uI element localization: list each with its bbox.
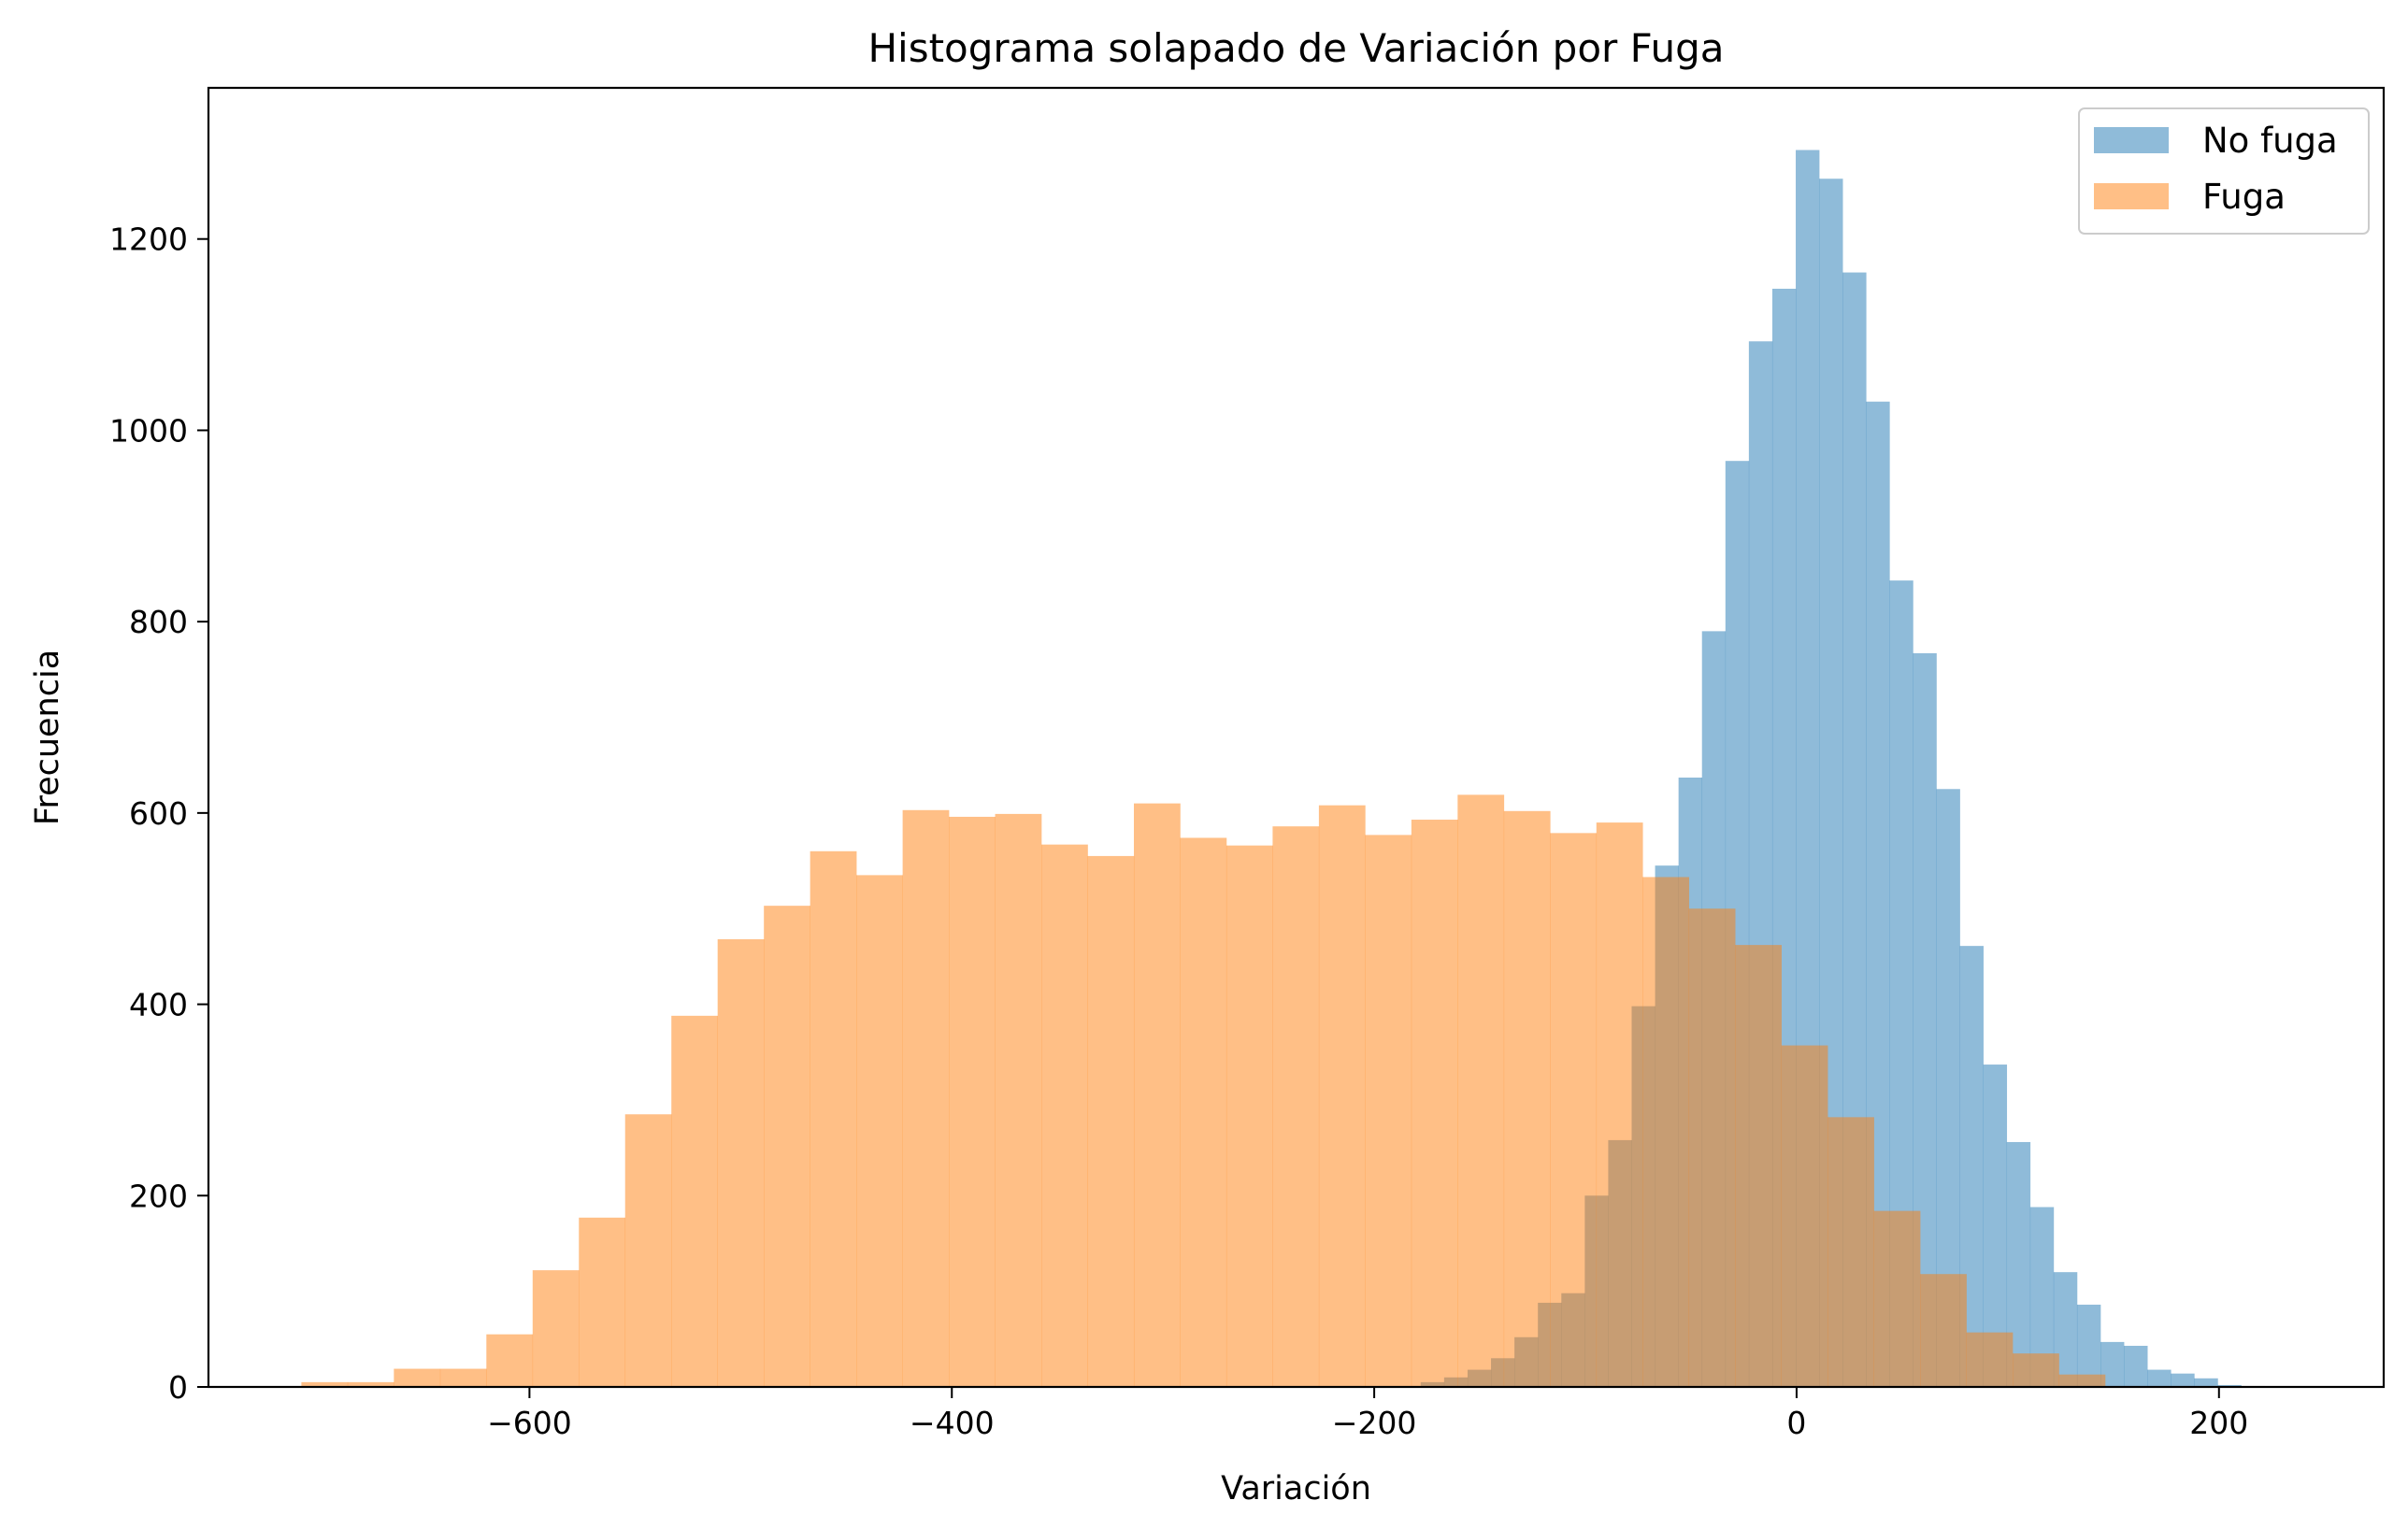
histogram-bar bbox=[1596, 822, 1643, 1387]
histogram-bar bbox=[394, 1368, 441, 1387]
histogram-bar bbox=[1920, 1274, 1967, 1387]
histogram-bar bbox=[1503, 810, 1551, 1387]
y-axis-ticks: 0 200 400 600 800 1000 1200 bbox=[109, 221, 208, 1406]
x-tick-label: 200 bbox=[2189, 1405, 2248, 1441]
histogram-bar bbox=[1966, 1332, 2014, 1387]
legend-swatch bbox=[2094, 183, 2169, 209]
histogram-bar bbox=[2076, 1304, 2101, 1387]
legend-label: Fuga bbox=[2202, 177, 2286, 217]
histogram-bar bbox=[995, 813, 1042, 1387]
histogram-bar bbox=[1180, 837, 1227, 1387]
histogram-bar bbox=[1457, 794, 1505, 1387]
x-axis-label: Variación bbox=[1221, 1470, 1371, 1508]
histogram-bar bbox=[2124, 1345, 2148, 1387]
x-tick-label: 0 bbox=[1786, 1405, 1806, 1441]
histogram-bar bbox=[439, 1368, 487, 1387]
histogram-bar bbox=[1781, 1045, 1828, 1387]
histogram-bar bbox=[1735, 945, 1782, 1387]
x-tick-label: −600 bbox=[487, 1405, 572, 1441]
y-tick-label: 0 bbox=[168, 1369, 188, 1406]
histogram-bar bbox=[2147, 1369, 2172, 1387]
histogram-bar bbox=[1365, 835, 1412, 1387]
y-tick-label: 1000 bbox=[109, 412, 188, 449]
histogram-bar bbox=[1272, 826, 1320, 1387]
histogram-bar bbox=[624, 1114, 672, 1387]
histogram-bar bbox=[1642, 877, 1690, 1387]
legend-label: No fuga bbox=[2202, 121, 2338, 161]
histogram-bar bbox=[2058, 1374, 2106, 1387]
histogram-bar bbox=[1411, 820, 1458, 1387]
y-tick-label: 600 bbox=[129, 795, 188, 832]
histogram-bar bbox=[856, 875, 903, 1387]
histogram-bar bbox=[2013, 1353, 2059, 1387]
histogram-bar bbox=[764, 906, 810, 1387]
histogram-bar bbox=[2171, 1373, 2195, 1387]
histogram-bar bbox=[902, 809, 950, 1387]
histogram-bar bbox=[1133, 803, 1181, 1387]
y-axis-label: Frecuencia bbox=[29, 650, 66, 825]
chart-title: Histograma solapado de Variación por Fug… bbox=[867, 25, 1724, 71]
histogram-bar bbox=[347, 1381, 394, 1387]
histogram-bar bbox=[2194, 1378, 2218, 1387]
histogram-bar bbox=[1318, 805, 1366, 1387]
x-axis-ticks: −600 −400 −200 0 200 bbox=[487, 1387, 2248, 1441]
histogram-bar bbox=[486, 1334, 534, 1387]
histogram-bar bbox=[717, 938, 765, 1387]
histogram-bar bbox=[1550, 833, 1598, 1387]
y-tick-label: 400 bbox=[129, 987, 188, 1023]
histogram-bar bbox=[1226, 845, 1273, 1387]
histogram-bar bbox=[1688, 908, 1736, 1387]
histogram-bar bbox=[949, 816, 996, 1387]
x-tick-label: −200 bbox=[1332, 1405, 1417, 1441]
histogram-bar bbox=[1041, 844, 1088, 1387]
histogram-bar bbox=[579, 1217, 626, 1387]
histogram-bar bbox=[1087, 855, 1135, 1387]
histogram-bar bbox=[671, 1015, 718, 1387]
legend: No fuga Fuga bbox=[2078, 107, 2370, 235]
histogram-bar bbox=[810, 850, 857, 1387]
y-tick-label: 1200 bbox=[109, 221, 188, 258]
histogram-bar bbox=[1828, 1117, 1874, 1387]
axes-frame bbox=[207, 86, 2386, 1389]
histogram-bar bbox=[532, 1270, 580, 1387]
y-tick-label: 200 bbox=[129, 1178, 188, 1214]
bars-layer bbox=[301, 150, 2265, 1388]
histogram-bar bbox=[1873, 1210, 1921, 1387]
series-2-bars bbox=[301, 794, 2106, 1387]
legend-swatch bbox=[2094, 127, 2169, 153]
histogram-bar bbox=[301, 1381, 349, 1387]
y-tick-label: 800 bbox=[129, 604, 188, 640]
x-tick-label: −400 bbox=[910, 1405, 995, 1441]
